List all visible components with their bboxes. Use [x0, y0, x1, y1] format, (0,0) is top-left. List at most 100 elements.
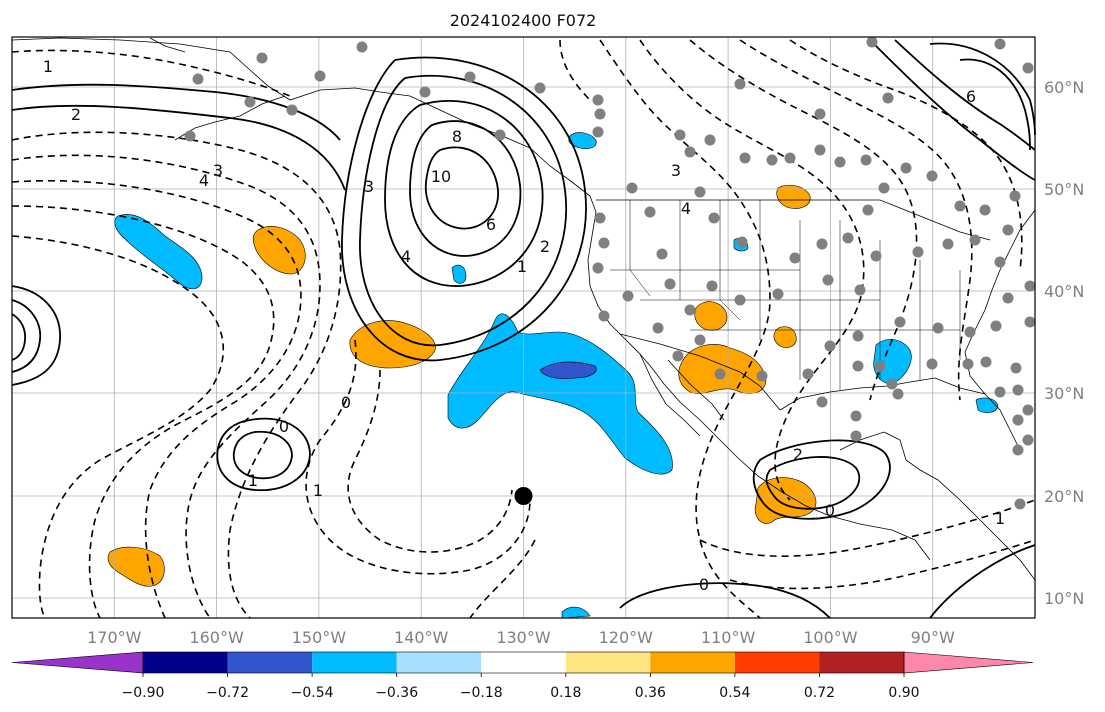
station-dot	[534, 82, 546, 94]
contour-northeast-ridge-4	[959, 58, 1031, 151]
station-dot	[1022, 434, 1034, 446]
contour-value-label: 6	[966, 87, 976, 106]
colorbar-tick-label: 0.90	[888, 685, 919, 701]
longitude-label: 110°W	[701, 628, 756, 647]
contour-west-high-2	[11, 299, 42, 373]
gulf-coast-negative-shading	[873, 339, 912, 385]
central-pacific-negative-shading	[114, 214, 203, 290]
station-dot	[874, 360, 886, 372]
station-dot	[994, 386, 1006, 398]
station-dot	[850, 410, 862, 422]
shaded-anomalies	[107, 132, 999, 619]
baja-peninsula	[639, 353, 725, 437]
station-dot	[912, 246, 924, 258]
station-dot	[900, 162, 912, 174]
dashed-contour-mexico-1	[699, 499, 1036, 557]
longitude-label: 160°W	[189, 628, 244, 647]
contour-mexico-high	[752, 439, 891, 520]
colorbar-extend-min	[11, 651, 144, 674]
contour-value-label: 1	[43, 57, 53, 76]
dashed-contour-east-pacific-4	[739, 39, 973, 401]
station-dot	[592, 126, 604, 138]
station-dot	[192, 73, 204, 85]
station-dot	[734, 78, 746, 90]
colorbar-tick-label: −0.36	[375, 685, 418, 701]
station-dot	[672, 350, 684, 362]
station-dot	[962, 358, 974, 370]
station-dot	[598, 310, 610, 322]
station-dot	[1022, 62, 1034, 74]
dashed-contour-central-1	[305, 339, 531, 575]
station-dot	[644, 206, 656, 218]
contour-value-label: 0	[341, 393, 351, 412]
southwest-us-positive-shading	[678, 344, 767, 394]
station-dot	[802, 368, 814, 380]
contour-value-label: 10	[431, 167, 451, 186]
station-dot	[626, 182, 638, 194]
longitude-label: 140°W	[394, 628, 449, 647]
station-dot	[824, 340, 836, 352]
gulf-coast	[779, 377, 1021, 451]
station-dot	[980, 356, 992, 368]
colorbar-tick-label: −0.90	[122, 685, 165, 701]
station-observations	[184, 36, 1036, 510]
station-dot	[926, 358, 938, 370]
dashed-contour-east-pacific-1	[599, 39, 771, 619]
contour-trough-outer-2	[341, 56, 587, 362]
subtropical-negative-core-shading	[539, 361, 597, 380]
contour-value-label: 2	[793, 445, 803, 464]
colorbar-segment	[819, 652, 904, 673]
colorbar-segment	[143, 652, 228, 673]
latitude-label: 60°N	[1044, 78, 1084, 97]
us-mexico-border	[619, 333, 781, 411]
station-dot	[870, 250, 882, 262]
longitude-label: 150°W	[292, 628, 347, 647]
station-dot	[816, 238, 828, 250]
latitude-label: 20°N	[1044, 487, 1084, 506]
colorbar: −0.90 −0.72 −0.54 −0.36 −0.18 0.18 0.36 0.54 0.7…	[11, 651, 1034, 701]
contour-northeast-ridge-2	[894, 39, 1036, 151]
station-dot	[994, 38, 1006, 50]
contour-west-ridge	[11, 104, 346, 191]
colorbar-tick-label: −0.72	[206, 685, 249, 701]
station-dot	[990, 320, 1002, 332]
state-borders	[610, 200, 961, 390]
canada-coast-negative-shading	[568, 132, 597, 150]
station-dot	[464, 71, 476, 83]
station-dot	[784, 152, 796, 164]
colorbar-tick-label: −0.18	[460, 685, 503, 701]
station-dot	[1010, 362, 1022, 374]
colorbar-frame	[142, 651, 905, 674]
station-dot	[674, 129, 686, 141]
station-dot	[1014, 498, 1026, 510]
station-dot	[814, 144, 826, 156]
contour-value-label: 1	[517, 257, 527, 276]
station-dot	[419, 86, 431, 98]
station-dot	[756, 370, 768, 382]
contour-low-center-ring-2	[409, 120, 522, 257]
station-dot	[834, 156, 846, 168]
contour-trough-outer-1	[359, 74, 568, 347]
colorbar-tick-label: 0.54	[719, 685, 750, 701]
longitude-label: 100°W	[803, 628, 858, 647]
latitude-label: 10°N	[1044, 589, 1084, 608]
longitude-label: 90°W	[911, 628, 955, 647]
colorbar-segment	[312, 652, 397, 673]
coastlines	[11, 37, 1036, 581]
station-dot	[652, 322, 664, 334]
station-dot	[706, 280, 718, 292]
station-dot	[598, 237, 610, 249]
four-corners-positive-shading	[694, 301, 728, 331]
station-dot	[622, 290, 634, 302]
contour-value-label: 0	[699, 575, 709, 594]
station-dot	[244, 96, 256, 108]
station-dot	[766, 154, 778, 166]
contour-value-label: 4	[401, 247, 411, 266]
alaska-coastline	[11, 37, 597, 213]
longitude-label: 170°W	[87, 628, 142, 647]
station-dot	[979, 204, 991, 216]
colorbar-segment	[650, 652, 735, 673]
